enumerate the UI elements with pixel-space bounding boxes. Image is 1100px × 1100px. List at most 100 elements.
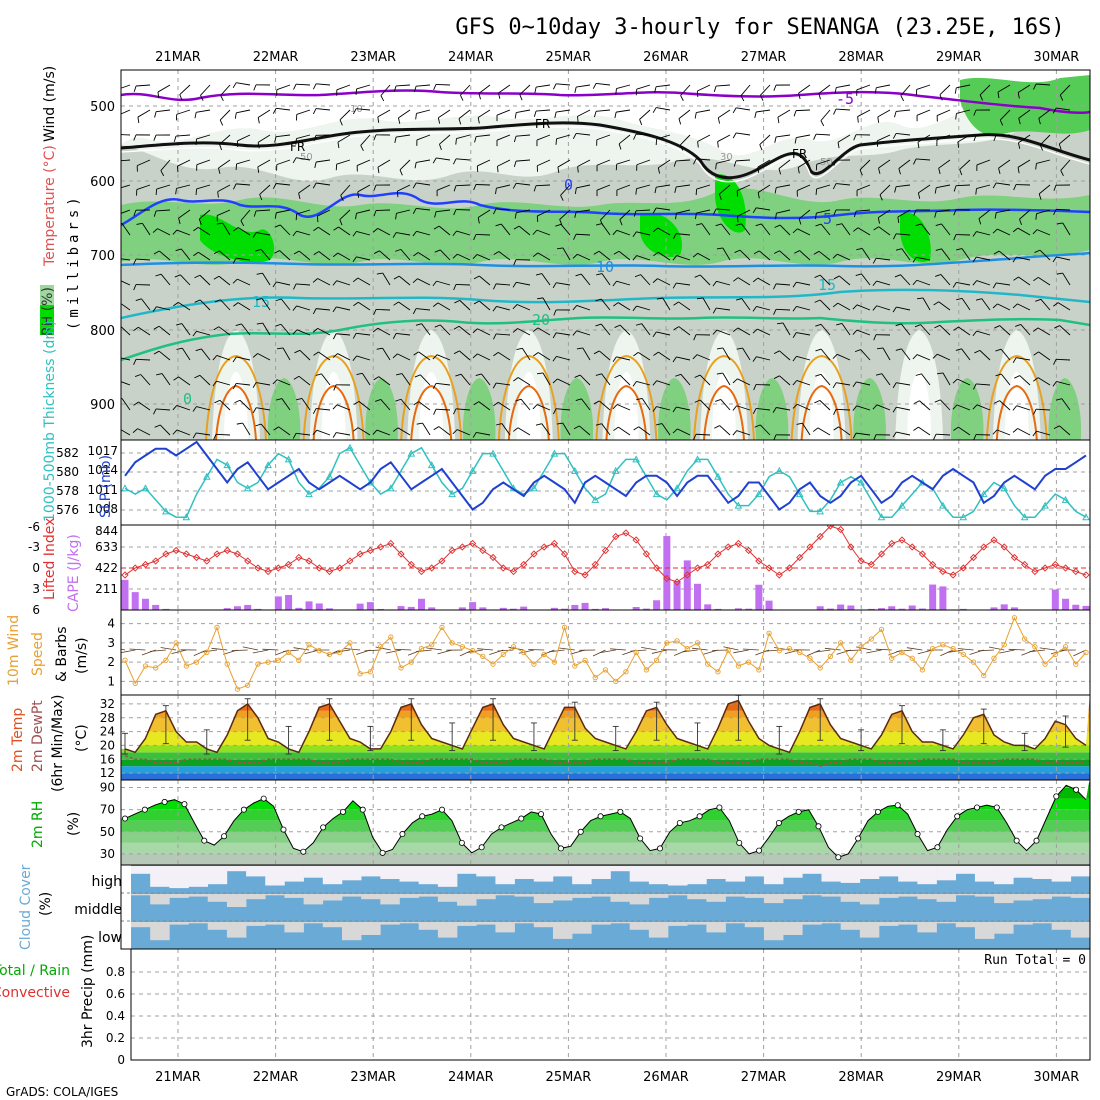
date-tick-label: 25MAR <box>546 1070 592 1085</box>
rh2m-point <box>855 835 862 842</box>
wind-barb-staff <box>257 134 271 143</box>
date-tick-label: 24MAR <box>448 50 494 65</box>
cloud-gap-high <box>361 866 381 877</box>
pressure-tick-label: 600 <box>90 175 115 190</box>
wind-barb-staff <box>896 306 911 311</box>
wind-barb-staff <box>401 373 411 386</box>
wind-barb-flag <box>514 212 517 219</box>
wind-barb-staff <box>901 323 911 336</box>
wind-barb-staff <box>497 159 511 167</box>
wind-barb-staff <box>997 84 1011 93</box>
wind10m-barb <box>866 649 882 654</box>
wind-barb-flag <box>934 324 941 329</box>
wind-barb-flag <box>874 87 877 94</box>
upper-panel-labels: RH (%) Temperature (°C) Wind (m/s) (mill… <box>40 66 82 336</box>
wind-barb-flag <box>877 116 880 123</box>
thickness-point <box>714 472 722 480</box>
wind-barb-flag <box>535 423 542 426</box>
temp-color-band <box>121 745 1090 753</box>
wind-barb-flag <box>552 378 558 384</box>
cloud-gap-middle <box>1070 894 1091 898</box>
lifted-index-point <box>152 557 160 565</box>
wind-barb-flag <box>718 193 722 200</box>
wind10m-point <box>807 655 813 661</box>
wind10m-tick-label: 4 <box>107 617 115 631</box>
wind-barb-flag <box>999 119 1004 126</box>
wind-barb-flag <box>1012 227 1019 233</box>
temp-contour-30 <box>995 384 1038 440</box>
wind-barb-flag <box>1012 256 1017 263</box>
wind-barb-staff <box>841 223 851 236</box>
wind-barb-staff <box>216 355 231 361</box>
wind10m-point <box>1062 644 1069 650</box>
wind-barb-staff <box>741 298 751 311</box>
wind-barb-staff <box>599 400 611 411</box>
wind-barb-flag <box>513 225 520 230</box>
rh2m-point <box>399 831 406 838</box>
wind-barb-staff <box>560 184 571 196</box>
lifted-index-point <box>162 550 170 558</box>
wind10m-point <box>388 634 394 640</box>
lifted-index-point <box>581 571 589 579</box>
wind-barb-flag <box>360 145 364 152</box>
wind-barb-flag <box>572 305 578 311</box>
wind-barb-flag <box>133 359 137 366</box>
wind-barb-staff <box>658 351 671 361</box>
wind-barb-flag <box>913 158 917 165</box>
wind-barb-flag <box>1035 213 1037 220</box>
wind-barb-flag <box>194 374 201 379</box>
cloud-gap-low <box>763 922 784 941</box>
wind10m-point <box>163 657 169 663</box>
wind-barb-flag <box>273 426 279 431</box>
wind-barb-staff <box>756 407 771 411</box>
wind-barb-flag <box>639 119 643 126</box>
wind10m-point <box>153 665 159 671</box>
thickness-point <box>550 449 559 457</box>
wind-barb-flag <box>992 303 998 309</box>
temp2m-tick-label: 12 <box>100 766 115 780</box>
lifted-index-point <box>244 557 252 565</box>
cloud-gap-middle <box>687 894 707 900</box>
wind-barb-flag <box>872 404 878 410</box>
wind-barb-staff <box>218 326 231 336</box>
cape-bar <box>1000 604 1008 610</box>
temp-contours-warm <box>205 354 1048 440</box>
wind-barb-flag <box>513 259 517 266</box>
lifted-index-point <box>274 564 282 572</box>
wind10m-point <box>786 645 793 652</box>
wind-barb-flag <box>635 188 637 195</box>
wind-barb-flag <box>195 138 198 145</box>
wind10m-barb <box>917 649 933 655</box>
wind10m-point <box>848 657 854 663</box>
rh2m-label: 2m RH <box>30 801 46 848</box>
wind-barb-staff <box>1062 222 1071 236</box>
wind-barb-staff <box>699 274 711 286</box>
wind-barb-staff <box>1020 324 1031 336</box>
wind-barb-flag <box>313 251 320 256</box>
wind-barb-staff <box>360 134 371 146</box>
wind10m-point <box>469 647 476 654</box>
wind-barb-flag <box>272 183 277 190</box>
temp2m-label: 2m Temp <box>10 708 26 772</box>
wind-barb-staff <box>135 358 151 361</box>
wind-barb-flag <box>672 282 677 289</box>
wind-barb-staff <box>236 183 251 186</box>
wind-barb-staff <box>662 297 671 311</box>
wind-barb-staff <box>317 327 331 336</box>
lifted-index-point <box>417 567 426 576</box>
wind-barb-staff <box>397 353 411 361</box>
wind-barb-flag <box>1058 143 1062 150</box>
lifted-index-point <box>336 564 344 572</box>
wind-barb-flag <box>312 83 317 90</box>
wind10m-point <box>429 642 435 648</box>
wind-barb-staff <box>416 84 431 87</box>
label-zero-rh: 0 <box>183 390 192 408</box>
wind-barb-staff <box>478 84 491 94</box>
wind-barb-flag <box>392 333 397 339</box>
wind-barb-flag <box>715 223 722 227</box>
wind-barb-flag <box>694 374 701 378</box>
cloud-gap-high <box>763 866 784 885</box>
cape-bar <box>520 606 528 610</box>
rh2m-tick-label: 90 <box>100 781 115 795</box>
